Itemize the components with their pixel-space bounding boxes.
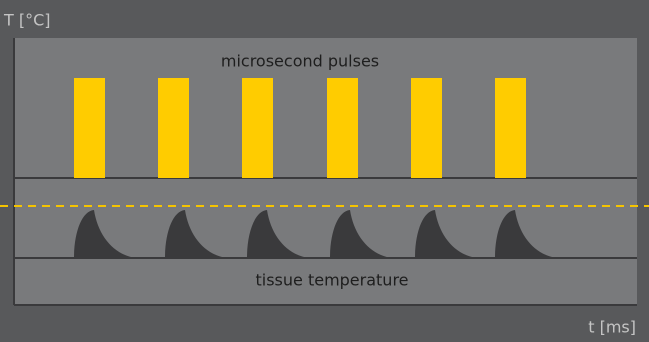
pulses-label: microsecond pulses <box>221 52 379 71</box>
pulse <box>158 78 189 178</box>
temperature-rise <box>247 210 309 258</box>
pulse <box>74 78 105 178</box>
temperature-rise <box>330 210 392 258</box>
panel <box>14 38 637 305</box>
pulse <box>327 78 358 178</box>
temperature-label: tissue temperature <box>255 271 408 290</box>
temperature-rise <box>74 210 136 258</box>
pulse <box>495 78 526 178</box>
shapes <box>74 78 557 258</box>
temperature-rise <box>415 210 477 258</box>
pulse <box>242 78 273 178</box>
pulse <box>411 78 442 178</box>
x-axis-label: t [ms] <box>588 318 636 337</box>
temperature-rise <box>165 210 227 258</box>
y-axis-label: T [°C] <box>3 11 51 30</box>
temperature-rise <box>495 210 557 258</box>
